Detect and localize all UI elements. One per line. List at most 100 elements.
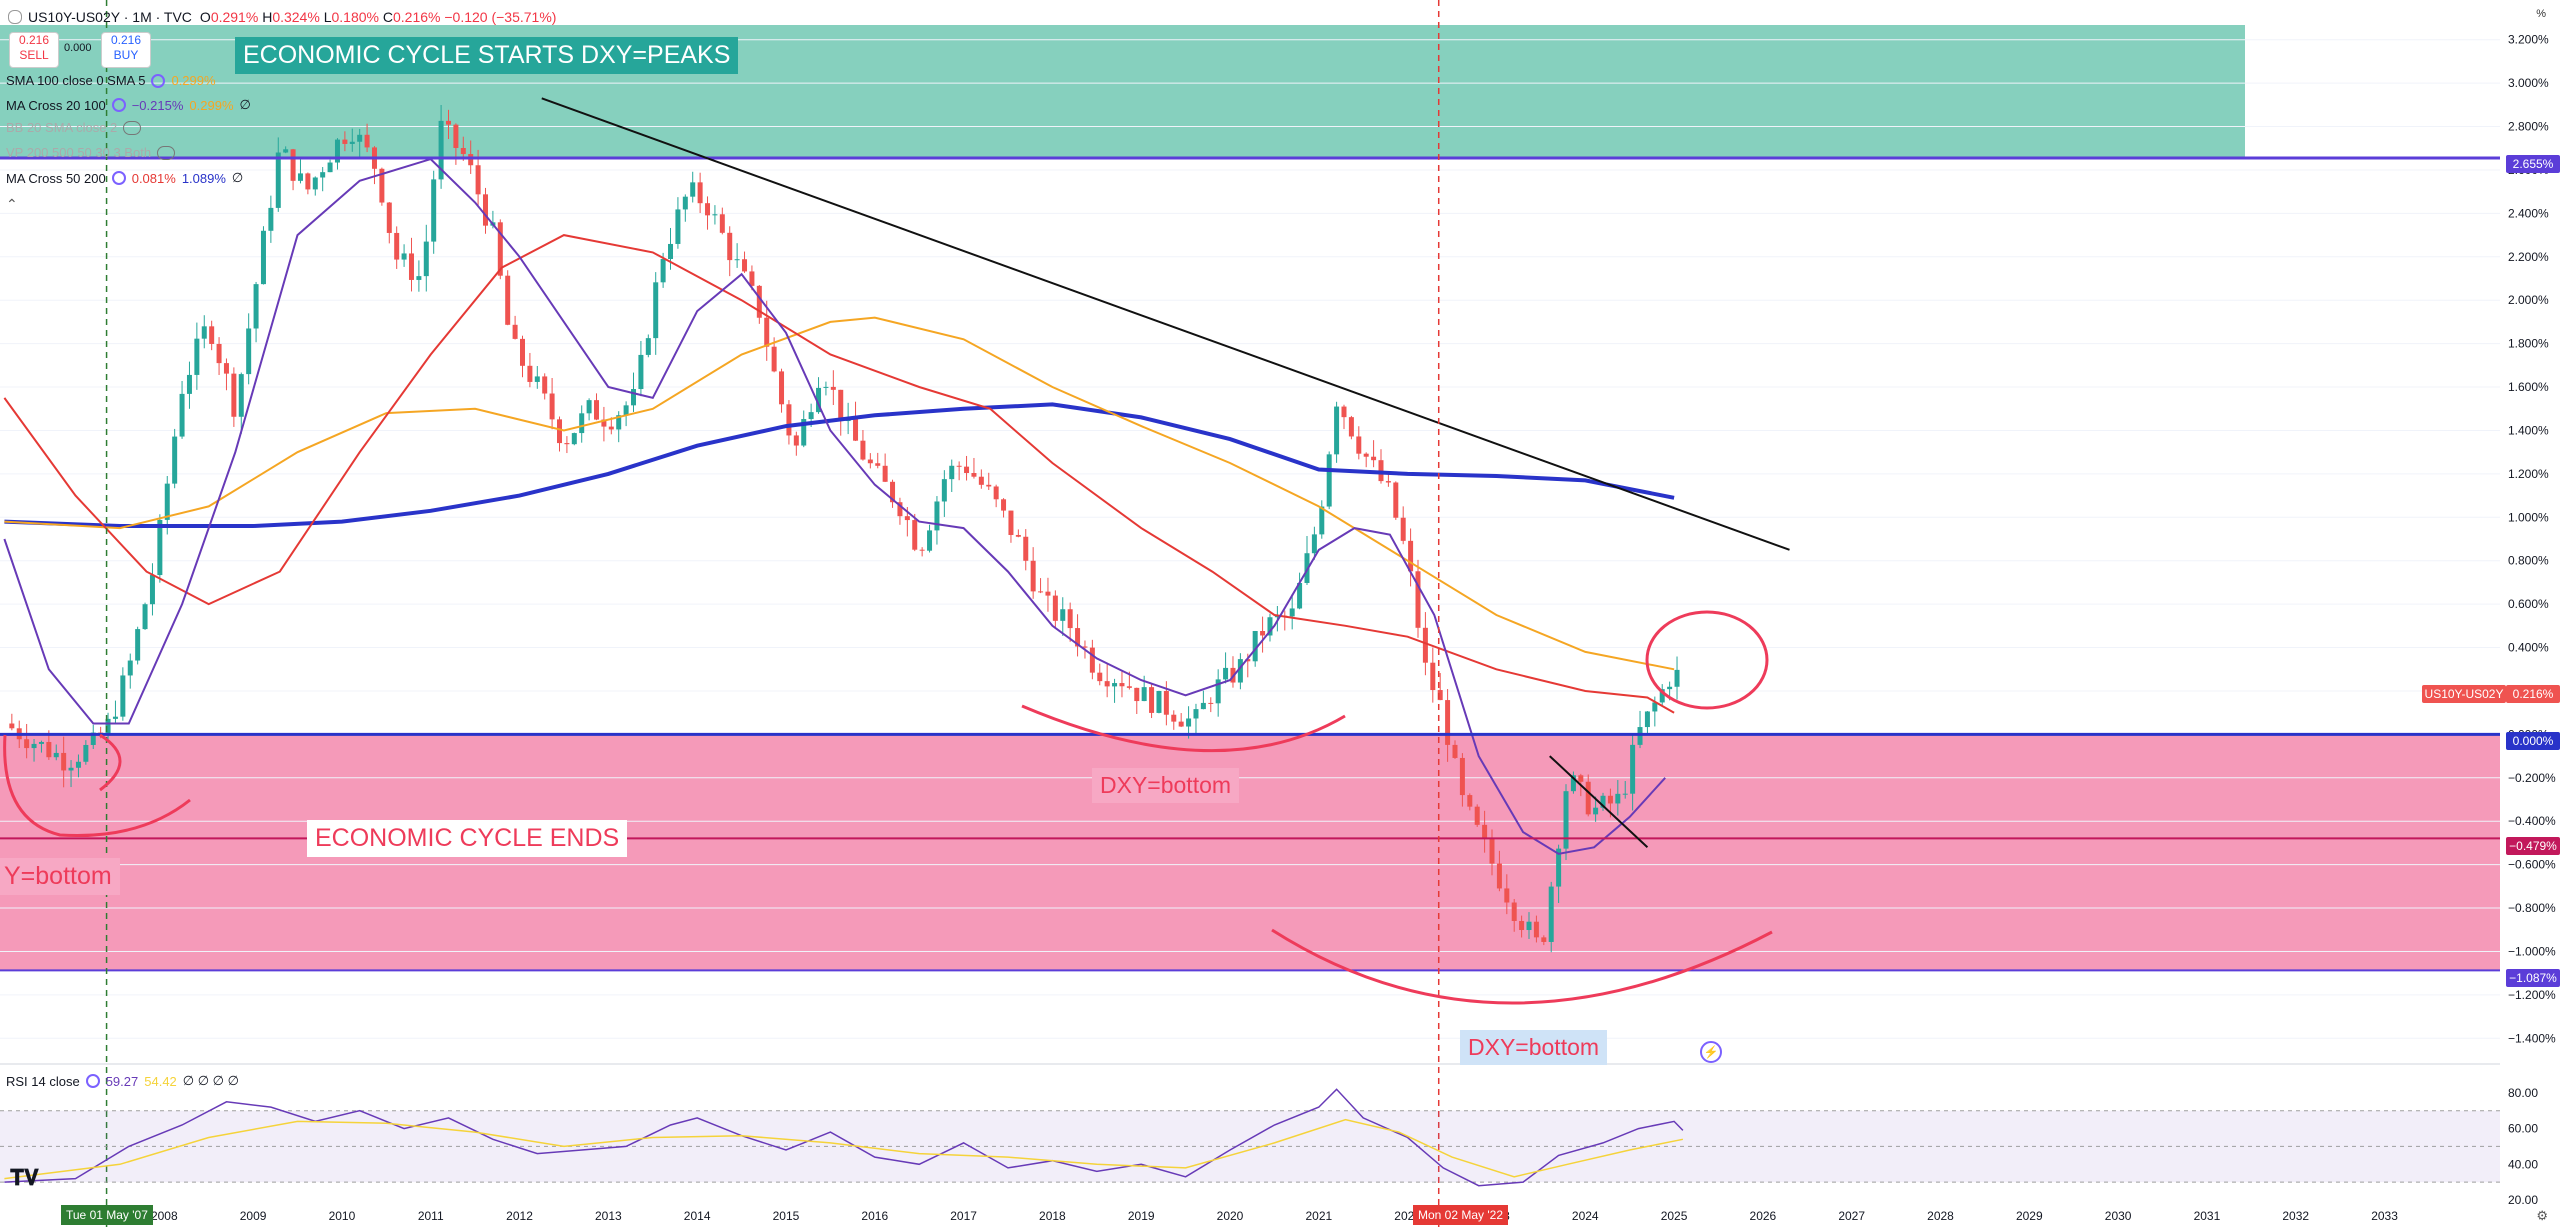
candle-body	[416, 276, 422, 280]
candle-body	[727, 232, 733, 261]
candle-body	[912, 520, 918, 550]
y-tick-label: 1.800%	[2508, 337, 2549, 351]
legend-ma-cross-20-100[interactable]: MA Cross 20 100 −0.215% 0.299% ∅	[6, 97, 251, 113]
series-line	[3, 157, 1666, 855]
candle-body	[579, 413, 585, 434]
legend-rsi[interactable]: RSI 14 close 59.27 54.42 ∅ ∅ ∅ ∅	[6, 1073, 239, 1089]
candle-body	[209, 326, 215, 344]
candle-body	[764, 317, 770, 347]
tradingview-logo-icon[interactable]: 𝐓𝐕	[10, 1165, 39, 1190]
settings-icon[interactable]	[111, 98, 126, 112]
candle-body	[1015, 534, 1021, 537]
candle-body	[1171, 714, 1177, 722]
candle-body	[1593, 807, 1599, 815]
candle-body	[1408, 540, 1414, 572]
price-label-current: 0.216%	[2506, 685, 2560, 703]
sell-button[interactable]: 0.216 SELL	[9, 32, 59, 68]
annotation-cycle-ends[interactable]: ECONOMIC CYCLE ENDS	[307, 820, 628, 857]
x-tick-label: 2027	[1838, 1209, 1865, 1223]
annotation-dxy-bottom-right[interactable]: DXY=bottom	[1460, 1030, 1608, 1065]
candle-body	[327, 162, 333, 173]
x-tick-label: 2033	[2371, 1209, 2398, 1223]
candle-body	[1156, 690, 1162, 713]
y-tick-label: 2.200%	[2508, 250, 2549, 264]
candle-body	[1356, 436, 1362, 454]
candle-body	[986, 484, 992, 487]
settings-icon[interactable]	[151, 73, 166, 88]
annotation-cycle-starts[interactable]: ECONOMIC CYCLE STARTS DXY=PEAKS	[235, 37, 739, 74]
candle-body	[734, 259, 740, 261]
candle-body	[1311, 534, 1317, 554]
candle-body	[557, 419, 563, 444]
candle-body	[1341, 406, 1347, 418]
candle-body	[1430, 662, 1436, 691]
candle-body	[1607, 795, 1613, 804]
gear-icon[interactable]: ⚙	[2536, 1208, 2548, 1223]
candle-body	[238, 374, 244, 417]
candle-body	[519, 338, 525, 366]
candle-body	[1371, 456, 1377, 461]
candle-body	[816, 387, 822, 413]
candle-body	[964, 466, 970, 474]
crosshair-date-left: Tue 01 May '07	[61, 1205, 153, 1225]
hidden-eye-icon[interactable]	[123, 120, 142, 135]
candle-body	[616, 415, 622, 430]
candle-body	[542, 376, 548, 394]
candle-body	[882, 465, 888, 482]
y-tick-label: −0.400%	[2508, 814, 2556, 828]
price-label-2655: 2.655%	[2506, 155, 2560, 173]
candle-body	[320, 172, 326, 178]
candle-body	[1149, 687, 1155, 713]
candle-body	[601, 419, 607, 427]
candle-body	[460, 147, 466, 155]
settings-icon[interactable]	[111, 171, 126, 185]
legend-bb[interactable]: BB 20 SMA close 2	[6, 120, 142, 135]
y-tick-label: −1.400%	[2508, 1031, 2556, 1045]
candle-body	[1060, 609, 1066, 621]
flash-icon[interactable]: ⚡	[1700, 1041, 1722, 1063]
x-tick-label: 2008	[151, 1209, 178, 1223]
candle-body	[1237, 659, 1243, 683]
y-tick-label: −0.800%	[2508, 901, 2556, 915]
symbol-title[interactable]: US10Y-US02Y · 1M · TVC	[28, 9, 192, 25]
candle-body	[1667, 686, 1673, 690]
y-tick-label: 0.800%	[2508, 554, 2549, 568]
buy-button[interactable]: 0.216 BUY	[101, 32, 151, 68]
candle-body	[1119, 683, 1125, 687]
candle-body	[1504, 888, 1510, 903]
candle-body	[1008, 510, 1014, 535]
candle-body	[194, 338, 200, 375]
x-tick-label: 2019	[1128, 1209, 1155, 1223]
legend-vp[interactable]: VP 200 500 50 30 3 Both	[6, 145, 176, 160]
candle-body	[1178, 721, 1184, 727]
candle-body	[1548, 886, 1554, 942]
y-tick-label: 2.400%	[2508, 206, 2549, 220]
candle-body	[719, 214, 725, 233]
candle-body	[1097, 672, 1103, 682]
collapse-legend-icon[interactable]: ⌃	[6, 196, 18, 212]
x-tick-label: 2031	[2194, 1209, 2221, 1223]
rsi-line	[4, 1088, 1684, 1187]
legend-sma[interactable]: SMA 100 close 0 SMA 5 0.299%	[6, 73, 216, 88]
x-tick-label: 2020	[1217, 1209, 1244, 1223]
candle-body	[1297, 582, 1303, 609]
candle-body	[9, 723, 15, 729]
annotation-dxy-bottom-left[interactable]: Y=bottom	[0, 858, 120, 895]
candle-body	[742, 259, 748, 272]
legend-ma-cross-50-200[interactable]: MA Cross 50 200 0.081% 1.089% ∅	[6, 170, 244, 186]
y-tick-label: 2.800%	[2508, 120, 2549, 134]
annotation-dxy-bottom-middle[interactable]: DXY=bottom	[1092, 768, 1240, 803]
percent-scale-icon[interactable]: %	[2536, 8, 2546, 20]
candle-body	[1126, 686, 1132, 688]
hidden-eye-icon[interactable]	[157, 145, 176, 160]
candle-body	[1526, 921, 1532, 931]
candle-body	[786, 404, 792, 436]
rsi-signal-line	[4, 1118, 1684, 1180]
crosshair-date-right: Mon 02 May '22	[1413, 1205, 1509, 1225]
candle-body	[1578, 775, 1584, 782]
candle-body	[1637, 727, 1643, 745]
settings-icon[interactable]	[85, 1074, 100, 1088]
candle-body	[1422, 627, 1428, 663]
candle-body	[253, 284, 259, 329]
